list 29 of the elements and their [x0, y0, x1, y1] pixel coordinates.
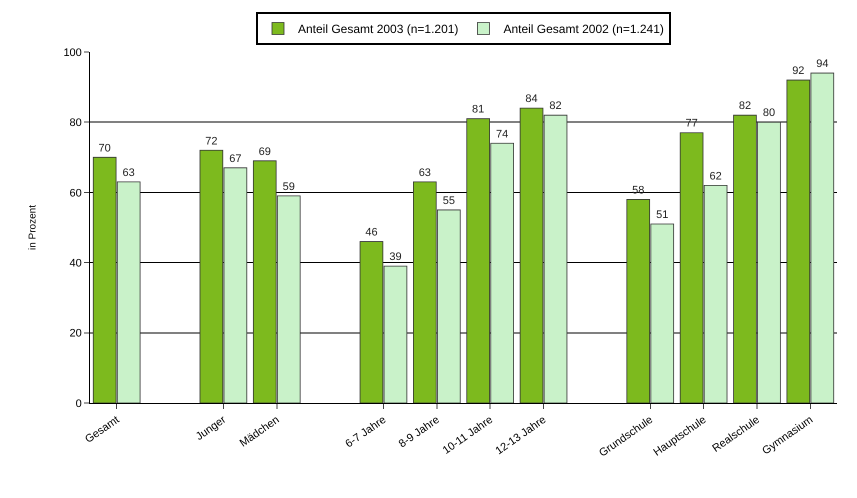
data-label: 70 [98, 142, 111, 154]
data-label: 55 [442, 194, 455, 207]
legend-label: Anteil Gesamt 2003 (n=1.201) [298, 22, 458, 36]
data-label: 67 [229, 152, 242, 165]
data-label: 82 [738, 100, 752, 112]
data-label: 74 [496, 128, 508, 140]
data-label: 59 [282, 180, 295, 193]
data-label: 39 [389, 251, 402, 264]
y-tick-label: 40 [70, 257, 82, 270]
data-label: 69 [258, 146, 271, 158]
y-axis-title: in Prozent [27, 204, 38, 250]
data-label: 81 [472, 104, 484, 116]
data-label: 63 [418, 166, 431, 179]
y-tick-label: 100 [63, 46, 82, 59]
data-label: 63 [122, 166, 135, 179]
data-label: 72 [205, 135, 218, 148]
y-tick-label: 0 [76, 398, 82, 410]
data-label: 92 [792, 65, 804, 78]
data-label: 46 [365, 226, 378, 239]
data-label: 82 [549, 100, 562, 112]
y-tick-label: 20 [70, 328, 82, 340]
data-label: 51 [656, 208, 668, 221]
data-label: 62 [709, 170, 722, 182]
y-tick-label: 60 [70, 187, 82, 200]
legend-label: Anteil Gesamt 2002 (n=1.241) [503, 22, 664, 36]
y-tick-label: 80 [70, 117, 82, 130]
data-label: 94 [816, 58, 828, 70]
data-label: 84 [525, 93, 538, 106]
data-label: 80 [762, 107, 776, 120]
